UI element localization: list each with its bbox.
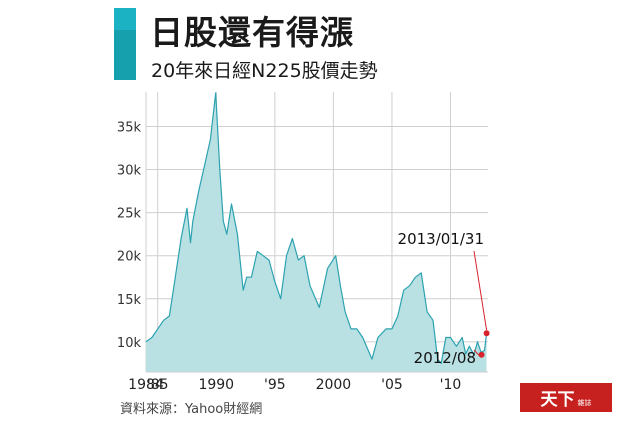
- y-tick-label: 15k: [117, 293, 142, 308]
- y-tick-label: 35k: [117, 120, 142, 135]
- x-tick-label: '10: [440, 377, 462, 393]
- logo-sub-text: 雜誌: [577, 398, 592, 407]
- y-tick-label: 20k: [117, 250, 142, 265]
- annotation-leader-2012-08: [473, 349, 480, 357]
- y-tick-label: 25k: [117, 207, 142, 222]
- x-tick-label: '85: [147, 377, 169, 393]
- nikkei-line: [145, 92, 488, 364]
- y-tick-label: 10k: [117, 336, 142, 351]
- x-tick-label: 1990: [198, 377, 234, 393]
- x-tick-label: 2000: [316, 377, 352, 393]
- title-accent-bar-bottom: [114, 30, 136, 80]
- chart-subtitle: 20年來日經N225股價走勢: [151, 60, 378, 82]
- publisher-logo: 天下 雜誌: [520, 383, 612, 412]
- annotation-label-2012-08: 2012/08: [414, 349, 476, 367]
- y-tick-label: 30k: [117, 164, 142, 179]
- logo-main-text: 天下: [540, 390, 575, 410]
- annotation-leader-2013-01-31: [473, 250, 488, 331]
- x-tick-label: '05: [381, 377, 403, 393]
- x-tick-label: '95: [264, 377, 286, 393]
- chart-title: 日股還有得漲: [150, 13, 354, 52]
- annotation-label-2013-01-31: 2013/01/31: [398, 230, 484, 248]
- annotation-dot-2013-01-31: [483, 330, 490, 337]
- source-note: 資料來源：Yahoo財經網: [120, 402, 263, 417]
- title-accent-bar-top: [114, 8, 136, 30]
- title-accent-bar: [114, 8, 136, 80]
- annotation-dot-2012-08: [478, 351, 485, 358]
- x-tick-label: 1984: [128, 377, 164, 393]
